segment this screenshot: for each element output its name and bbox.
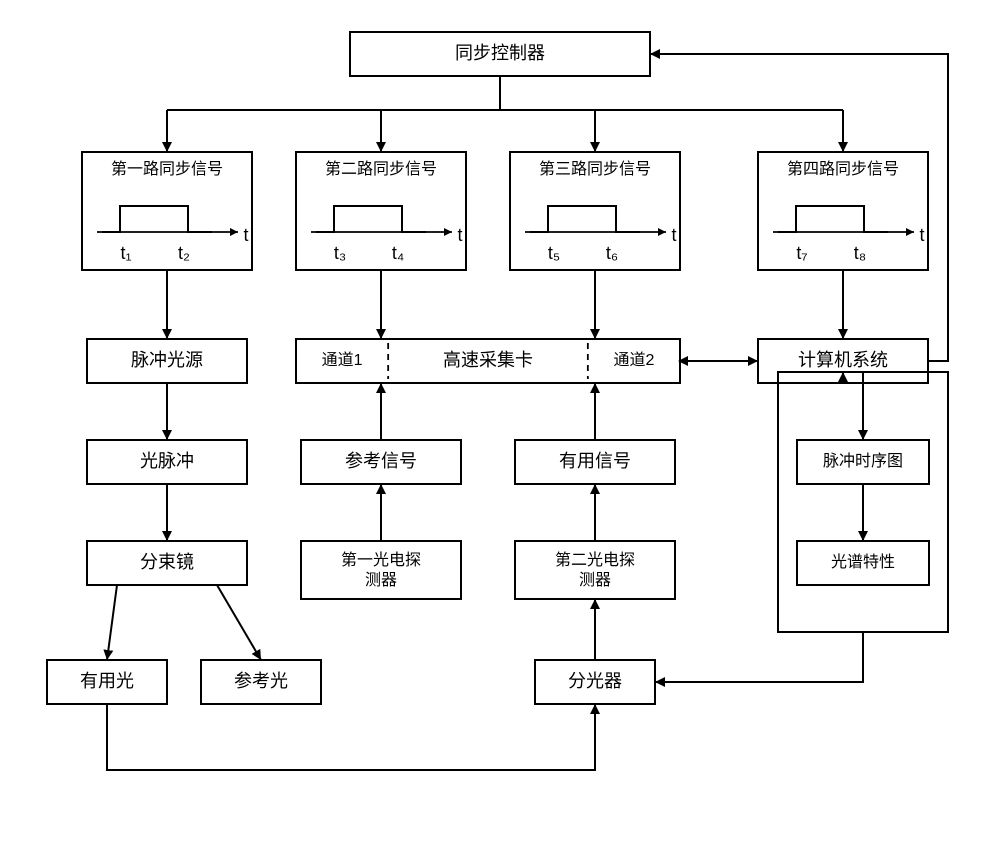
- sync3-box-t: t: [671, 225, 676, 245]
- ref-signal-label: 参考信号: [345, 451, 417, 471]
- sync3-box-title: 第三路同步信号: [539, 160, 651, 178]
- pd2-label2: 测器: [579, 571, 611, 589]
- frame-to-spectrometer: [655, 632, 863, 682]
- splitter-to-useful: [107, 585, 117, 660]
- pulse-timing-label: 脉冲时序图: [823, 452, 903, 470]
- sync3-box-t2: t₆: [606, 243, 618, 263]
- pd1-label1: 第一光电探: [341, 551, 421, 569]
- pulse-source-label: 脉冲光源: [131, 350, 203, 370]
- light-pulse-label: 光脉冲: [140, 451, 194, 471]
- channel2-label: 通道2: [613, 351, 654, 369]
- pd2-label1: 第二光电探: [555, 551, 635, 569]
- sync1-box-t2: t₂: [178, 243, 190, 263]
- pd2-box: [515, 541, 675, 599]
- sync3-box-t1: t₅: [548, 243, 560, 263]
- useful-signal-label: 有用信号: [559, 451, 631, 471]
- sync2-box-pulse: [316, 206, 426, 232]
- controller-label: 同步控制器: [455, 43, 545, 63]
- spectrometer-label: 分光器: [568, 671, 622, 691]
- sync2-box-t: t: [457, 225, 462, 245]
- sync2-box-title: 第二路同步信号: [325, 160, 437, 178]
- sync4-box-t: t: [919, 225, 924, 245]
- spectral-label: 光谱特性: [831, 553, 895, 571]
- pd1-label2: 测器: [365, 571, 397, 589]
- computer-label: 计算机系统: [798, 350, 888, 370]
- channel1-label: 通道1: [322, 351, 363, 369]
- usefullight-to-spectrometer: [107, 704, 595, 770]
- sync4-box-t2: t₈: [854, 243, 866, 263]
- sync3-box-pulse: [530, 206, 640, 232]
- sync1-box-t1: t₁: [120, 243, 131, 263]
- computer-to-controller: [650, 54, 948, 361]
- ref-light-label: 参考光: [234, 671, 288, 691]
- splitter-to-ref: [217, 585, 261, 660]
- sync4-box-t1: t₇: [796, 243, 807, 263]
- sync1-box-t: t: [243, 225, 248, 245]
- sync2-box-t2: t₄: [392, 243, 404, 263]
- sync2-box-t1: t₃: [334, 243, 346, 263]
- useful-light-label: 有用光: [80, 671, 134, 691]
- sync4-box-title: 第四路同步信号: [787, 160, 899, 178]
- acq-card-label: 高速采集卡: [443, 350, 533, 370]
- pd1-box: [301, 541, 461, 599]
- sync1-box-pulse: [102, 206, 212, 232]
- splitter-label: 分束镜: [140, 552, 194, 572]
- sync1-box-title: 第一路同步信号: [111, 160, 223, 178]
- sync4-box-pulse: [778, 206, 888, 232]
